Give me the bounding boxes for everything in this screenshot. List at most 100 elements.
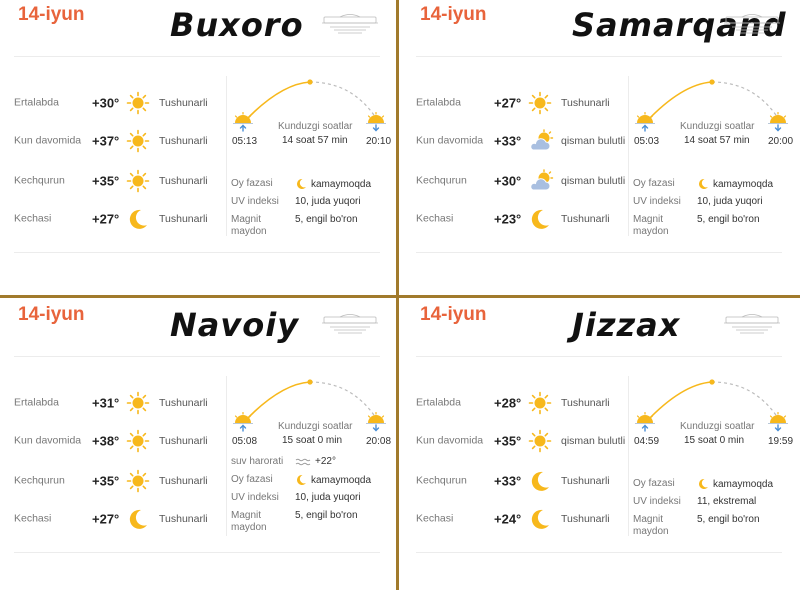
period-label: Kechqurun xyxy=(14,474,65,487)
date-label: 14-iyun xyxy=(420,4,487,25)
info-value: 11, ekstremal xyxy=(697,496,757,507)
temperature: +27° xyxy=(92,511,120,527)
horizontal-divider xyxy=(0,295,800,298)
daylight-label: Kunduzgi soatlar xyxy=(680,121,755,132)
moon-phase-icon xyxy=(295,178,311,190)
sun-icon xyxy=(126,469,150,493)
info-value: 5, engil bo'ron xyxy=(697,214,760,225)
divider xyxy=(628,376,629,536)
condition-text: Tushunarli xyxy=(561,97,610,109)
info-value: 10, juda yuqori xyxy=(697,196,763,207)
sunset-icon xyxy=(767,412,789,432)
sunrise-time: 05:03 xyxy=(634,136,660,147)
condition-text: Tushunarli xyxy=(159,397,208,409)
emblem-logo-icon xyxy=(722,12,782,36)
temperature: +35° xyxy=(92,473,120,489)
period-label: Kechasi xyxy=(14,212,52,225)
sunset-icon xyxy=(767,112,789,132)
forecast-row: Kun davomida +35° qisman bulutli xyxy=(416,424,628,458)
forecast-row: Kechqurun +30° qisman bulutli xyxy=(416,164,628,198)
forecast-row: Kun davomida +37° Tushunarli xyxy=(14,124,226,158)
divider xyxy=(14,356,380,357)
period-label: Kechqurun xyxy=(416,174,467,187)
emblem-logo-icon xyxy=(320,312,380,336)
temperature: +33° xyxy=(494,473,522,489)
forecast-row: Ertalabda +28° Tushunarli xyxy=(416,386,628,420)
moon-icon xyxy=(528,469,552,493)
divider xyxy=(416,252,782,253)
condition-text: Tushunarli xyxy=(159,213,208,225)
forecast-row: Ertalabda +30° Tushunarli xyxy=(14,86,226,120)
forecast-row: Kechqurun +35° Tushunarli xyxy=(14,464,226,498)
partly-cloudy-icon xyxy=(528,169,554,193)
temperature: +38° xyxy=(92,433,120,449)
condition-text: Tushunarli xyxy=(159,97,208,109)
date-label: 14-iyun xyxy=(18,304,85,325)
info-label: UV indeksi xyxy=(231,492,279,503)
date-label: 14-iyun xyxy=(420,304,487,325)
daylight-label: Kunduzgi soatlar xyxy=(278,421,353,432)
temperature: +27° xyxy=(92,211,120,227)
moon-phase-icon xyxy=(697,478,713,490)
sunrise-time: 05:13 xyxy=(232,136,258,147)
period-label: Kun davomida xyxy=(14,134,82,147)
sunrise-icon xyxy=(634,112,656,132)
period-label: Ertalabda xyxy=(14,96,59,109)
temperature: +30° xyxy=(494,173,522,189)
forecast-row: Kechasi +23° Tushunarli xyxy=(416,202,628,236)
divider xyxy=(628,76,629,236)
water-icon xyxy=(295,458,315,466)
daylight-value: 15 soat 0 min xyxy=(282,435,343,446)
moon-icon xyxy=(528,507,552,531)
period-label: Ertalabda xyxy=(416,396,461,409)
forecast-row: Kechasi +27° Tushunarli xyxy=(14,202,226,236)
sun-icon xyxy=(126,129,150,153)
daylight-label: Kunduzgi soatlar xyxy=(278,121,353,132)
forecast-row: Kechasi +24° Tushunarli xyxy=(416,502,628,536)
divider xyxy=(226,76,227,236)
sun-icon xyxy=(126,391,150,415)
forecast-row: Kechqurun +35° Tushunarli xyxy=(14,164,226,198)
period-label: Kun davomida xyxy=(416,134,484,147)
weather-panel: 14-iyun Navoiy Ertalabda +31° Tushunarli … xyxy=(0,300,392,590)
info-value: 10, juda yuqori xyxy=(295,196,361,207)
temperature: +27° xyxy=(494,95,522,111)
period-label: Kechasi xyxy=(14,512,52,525)
city-name: Samarqand xyxy=(572,6,787,44)
info-label: Magnit maydon xyxy=(231,510,267,533)
temperature: +31° xyxy=(92,395,120,411)
city-name: Buxoro xyxy=(170,6,304,44)
sunset-icon xyxy=(365,112,387,132)
temperature: +35° xyxy=(92,173,120,189)
info-label: UV indeksi xyxy=(633,496,681,507)
sunset-time: 20:08 xyxy=(366,436,392,447)
emblem-logo-icon xyxy=(722,312,782,336)
temperature: +30° xyxy=(92,95,120,111)
weather-panel: 14-iyun Samarqand Ertalabda +27° Tushunar… xyxy=(402,0,793,290)
condition-text: Tushunarli xyxy=(159,513,208,525)
sunrise-time: 04:59 xyxy=(634,436,660,447)
info-label: Oy fazasi xyxy=(231,178,273,189)
sun-icon xyxy=(126,429,150,453)
sun-icon xyxy=(126,169,150,193)
sun-path-arc xyxy=(632,74,792,154)
sunrise-time: 05:08 xyxy=(232,436,258,447)
period-label: Kechqurun xyxy=(416,474,467,487)
info-label: UV indeksi xyxy=(633,196,681,207)
info-label: Magnit maydon xyxy=(633,514,669,537)
sun-path-arc xyxy=(230,374,390,454)
divider xyxy=(14,56,380,57)
weather-panel: 14-iyun Buxoro Ertalabda +30° Tushunarli … xyxy=(0,0,391,290)
forecast-row: Ertalabda +27° Tushunarli xyxy=(416,86,628,120)
info-label: Oy fazasi xyxy=(633,478,675,489)
info-value: kamaymoqda xyxy=(713,478,774,490)
info-value: 5, engil bo'ron xyxy=(295,510,358,521)
info-label: suv harorati xyxy=(231,456,284,467)
city-name: Jizzax xyxy=(572,306,681,344)
temperature: +28° xyxy=(494,395,522,411)
forecast-row: Kun davomida +38° Tushunarli xyxy=(14,424,226,458)
condition-text: Tushunarli xyxy=(561,213,610,225)
info-label: Magnit maydon xyxy=(633,214,669,237)
info-label: Magnit maydon xyxy=(231,214,267,237)
period-label: Ertalabda xyxy=(416,96,461,109)
